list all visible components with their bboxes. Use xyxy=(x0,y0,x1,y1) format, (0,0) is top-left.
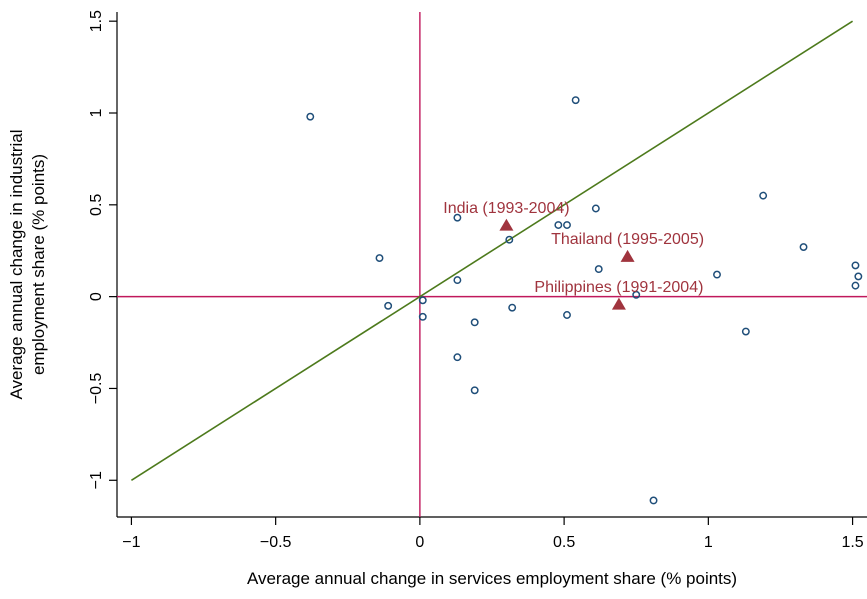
tick-labels: −1 −0.5 0 0.5 1 1.5 −1 −0.5 0 0.5 1 1.5 xyxy=(88,10,864,551)
scatter-point xyxy=(851,281,860,290)
scatter-point xyxy=(571,96,580,105)
highlight-triangle xyxy=(611,297,626,310)
scatter-point xyxy=(649,496,658,505)
x-tick-label: −0.5 xyxy=(260,534,292,551)
scatter-point xyxy=(799,243,808,252)
y-tick-label: 0 xyxy=(88,292,105,301)
x-tick-label: 1 xyxy=(704,534,713,551)
y-tick-label: −0.5 xyxy=(88,373,105,405)
tick-marks xyxy=(109,20,854,525)
scatter-point xyxy=(554,221,563,229)
x-tick-label: 1.5 xyxy=(841,534,863,551)
scatter-point xyxy=(741,327,750,336)
scatter-point xyxy=(505,235,514,244)
x-axis-title: Average annual change in services employ… xyxy=(247,569,737,588)
diagonal-line-group xyxy=(130,20,854,481)
scatter-point xyxy=(591,204,600,213)
scatter-point xyxy=(306,112,315,121)
data-points xyxy=(306,96,863,505)
highlight-triangle xyxy=(620,249,635,262)
scatter-point xyxy=(453,213,462,222)
y-tick-label: 1 xyxy=(88,108,105,117)
y-tick-label: −1 xyxy=(88,471,105,489)
scatter-point xyxy=(594,265,603,274)
axes xyxy=(116,12,867,518)
scatter-point xyxy=(713,270,721,279)
scatter-point xyxy=(418,312,427,321)
highlighted-points xyxy=(499,218,635,310)
y-tick-label: 1.5 xyxy=(88,10,105,32)
diagonal-line xyxy=(130,20,854,481)
scatter-point xyxy=(508,303,517,312)
scatter-point xyxy=(854,272,863,281)
scatter-point xyxy=(563,311,571,319)
annotation-labels: India (1993-2004) Thailand (1995-2005) Phi… xyxy=(443,200,704,296)
country-label: Thailand (1995-2005) xyxy=(551,231,704,248)
scatter-point xyxy=(851,261,860,270)
x-tick-label: 0 xyxy=(415,534,424,551)
y-tick-label: 0.5 xyxy=(88,194,105,216)
country-label: India (1993-2004) xyxy=(443,200,569,217)
scatter-point xyxy=(563,221,571,229)
scatter-point xyxy=(384,301,393,310)
scatter-point xyxy=(470,386,479,395)
x-tick-label: −1 xyxy=(122,534,140,551)
scatter-point xyxy=(418,296,427,305)
scatter-point xyxy=(453,276,462,285)
scatter-point xyxy=(759,191,768,200)
scatter-point xyxy=(470,318,479,327)
scatter-point xyxy=(632,290,641,299)
scatter-point xyxy=(453,353,462,362)
x-tick-label: 0.5 xyxy=(553,534,575,551)
reference-lines xyxy=(117,12,867,517)
y-axis-title-line-1: Average annual change in industrial xyxy=(7,130,26,400)
highlight-triangle xyxy=(499,218,514,231)
country-label: Philippines (1991-2004) xyxy=(534,279,703,296)
y-axis-title-line-2: employment share (% points) xyxy=(29,154,48,375)
scatter-point xyxy=(375,254,384,263)
